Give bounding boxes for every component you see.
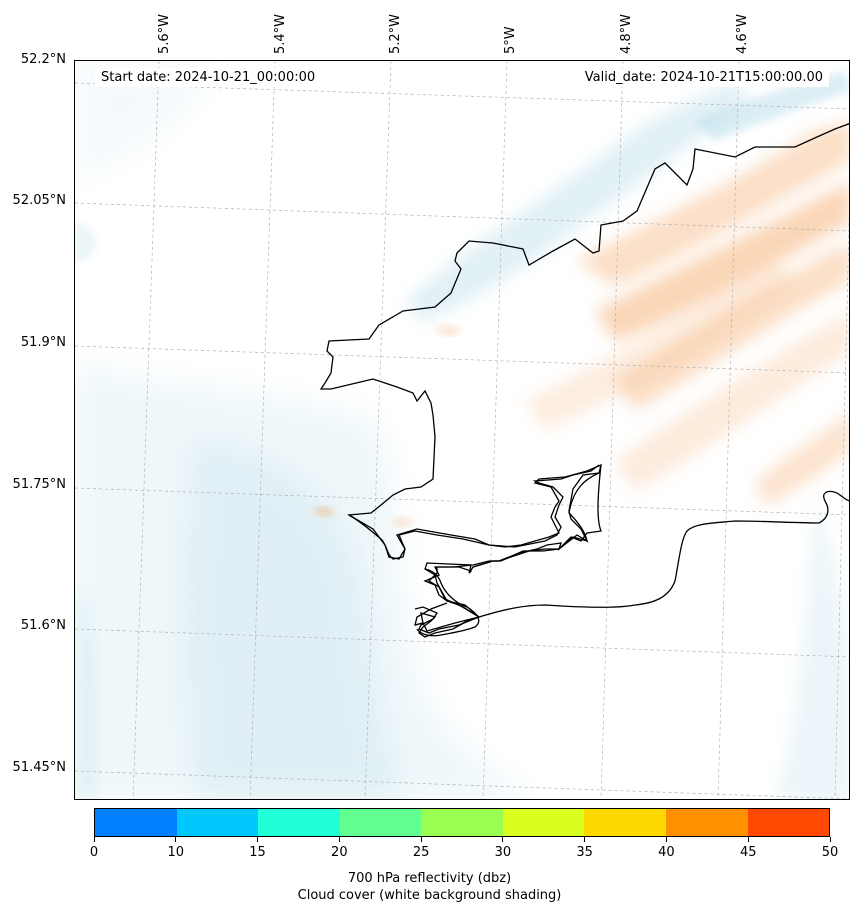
colorbar-tick-label: 0 (89, 845, 99, 860)
cloud-region-left-edge (75, 221, 96, 261)
colorbar-segment-30-35 (502, 809, 585, 836)
coastline (319, 123, 849, 638)
colorbar-segment-10-15 (176, 809, 259, 836)
colorbar-segment-0-10 (95, 809, 177, 836)
lat-label-51-6n: 51.6°N (20, 618, 66, 633)
colorbar (94, 808, 830, 837)
colorbar-tick-mark (665, 837, 667, 842)
lat-label-52-05n: 52.05°N (12, 193, 66, 208)
lon-label-5w: 5°W (503, 26, 518, 54)
coastline-pembroke (414, 464, 602, 638)
cloud-region-northwest (75, 61, 215, 181)
cloud-region-east (775, 501, 849, 799)
colorbar-segment-15-20 (258, 809, 340, 836)
reflectivity-shading (313, 121, 849, 527)
coastline-southeast (478, 490, 849, 618)
colorbar-segment-25-30 (421, 809, 503, 836)
colorbar-subtitle: Cloud cover (white background shading) (297, 888, 562, 903)
colorbar-tick-label: 10 (167, 845, 185, 860)
colorbar-tick-label: 30 (494, 845, 512, 860)
coastline-southwales (348, 464, 600, 560)
lat-label-51-9n: 51.9°N (20, 335, 66, 350)
cloud-band-north (405, 81, 750, 321)
start-date-label: Start date: 2024-10-21_00:00:00 (95, 68, 322, 87)
coastline-carmarthen (414, 472, 600, 634)
colorbar-tick-label: 45 (739, 845, 757, 860)
colorbar-tick-label: 35 (576, 845, 593, 860)
lat-label-51-75n: 51.75°N (12, 477, 66, 492)
reflectivity-band-4 (525, 261, 795, 431)
cloud-region-west-strip (75, 581, 97, 799)
lon-label-5-2w: 5.2°W (388, 13, 403, 54)
colorbar-segment-40-45 (665, 809, 748, 836)
lon-label-5-6w: 5.6°W (157, 13, 172, 54)
coastline-gower (416, 568, 480, 637)
lon-label-5-4w: 5.4°W (273, 13, 288, 54)
valid-date-label: Valid_date: 2024-10-21T15:00:00.00 (578, 68, 829, 87)
lat-label-52-2n: 52.2°N (20, 52, 66, 67)
colorbar-tick-mark (338, 837, 340, 842)
colorbar-tick-label: 40 (658, 845, 675, 860)
colorbar-tick-mark (420, 837, 422, 842)
colorbar-title: 700 hPa reflectivity (dbz) (347, 871, 512, 886)
reflectivity-speck-2 (313, 506, 335, 517)
cloud-cover-shading (75, 61, 849, 799)
reflectivity-speck-1 (435, 325, 461, 336)
colorbar-tick-mark (502, 837, 504, 842)
colorbar-tick-mark (175, 837, 177, 842)
colorbar-tick-label: 15 (249, 845, 266, 860)
cloud-band-northeast (695, 71, 849, 141)
lat-label-51-45n: 51.45°N (12, 760, 66, 775)
map-panel (74, 60, 850, 800)
lon-label-4-6w: 4.6°W (735, 13, 750, 54)
colorbar-tick-label: 50 (821, 845, 839, 860)
colorbar-segment-35-40 (584, 809, 666, 836)
colorbar-tick-label: 25 (412, 845, 430, 860)
colorbar-tick-mark (829, 837, 831, 842)
reflectivity-speck-3 (391, 517, 413, 527)
colorbar-tick-mark (584, 837, 586, 842)
colorbar-segment-45-50 (747, 809, 830, 836)
cloud-region-southwest-core (183, 441, 405, 799)
reflectivity-band-2 (595, 182, 849, 341)
colorbar-tick-mark (747, 837, 749, 842)
reflectivity-band-5 (615, 312, 849, 491)
reflectivity-band-6 (755, 412, 849, 506)
colorbar-tick-mark (93, 837, 95, 842)
colorbar-tick-mark (257, 837, 259, 842)
lon-label-4-8w: 4.8°W (619, 13, 634, 54)
reflectivity-band-1 (575, 121, 849, 286)
colorbar-tick-label: 20 (331, 845, 348, 860)
map-canvas (75, 61, 849, 799)
colorbar-segment-20-25 (339, 809, 422, 836)
